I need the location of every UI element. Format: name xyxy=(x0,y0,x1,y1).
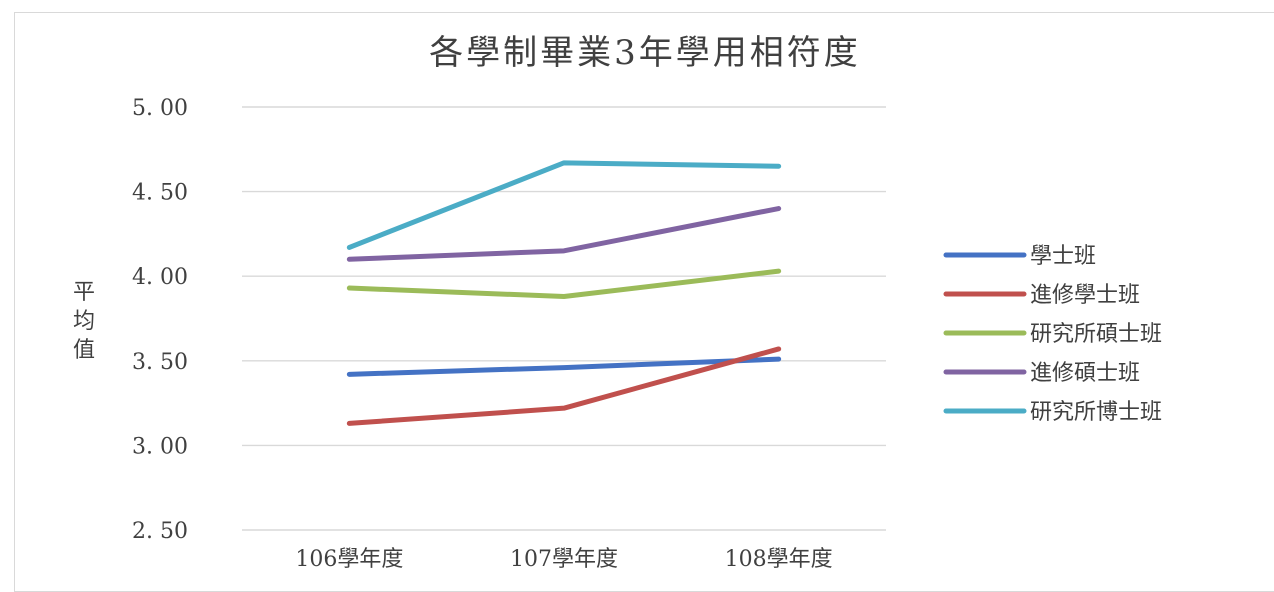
legend-label: 研究所博士班 xyxy=(1030,400,1162,425)
y-axis-label-char: 值 xyxy=(73,338,95,363)
series-line xyxy=(346,346,782,426)
series-line xyxy=(346,268,782,300)
y-tick-label: 4. 50 xyxy=(132,181,188,206)
legend-label: 進修學士班 xyxy=(1030,283,1140,308)
series-line xyxy=(346,206,782,262)
y-axis-label: 平均值 xyxy=(73,280,95,363)
series-lines xyxy=(346,160,782,426)
y-axis-label-char: 平 xyxy=(73,280,95,305)
y-tick-label: 3. 50 xyxy=(132,350,188,375)
legend-label: 進修碩士班 xyxy=(1030,361,1140,386)
gridlines xyxy=(242,106,886,531)
x-axis-ticks: 106學年度 107學年度 108學年度 xyxy=(295,547,832,572)
legend-label: 學士班 xyxy=(1030,244,1096,269)
y-axis-ticks: 5. 00 4. 50 4. 00 3. 50 3. 00 2. 50 xyxy=(132,96,188,544)
series-line xyxy=(346,160,782,250)
legend-label: 研究所碩士班 xyxy=(1030,322,1162,347)
y-axis-label-char: 均 xyxy=(73,309,95,334)
y-tick-label: 3. 00 xyxy=(132,434,188,459)
x-tick-label: 107學年度 xyxy=(510,547,618,572)
series-line xyxy=(346,356,782,377)
x-tick-label: 106學年度 xyxy=(295,547,403,572)
chart-title: 各學制畢業3年學用相符度 xyxy=(429,33,861,73)
y-tick-label: 2. 50 xyxy=(132,519,188,544)
x-tick-label: 108學年度 xyxy=(725,547,833,572)
y-tick-label: 5. 00 xyxy=(132,96,188,121)
y-tick-label: 4. 00 xyxy=(132,265,188,290)
